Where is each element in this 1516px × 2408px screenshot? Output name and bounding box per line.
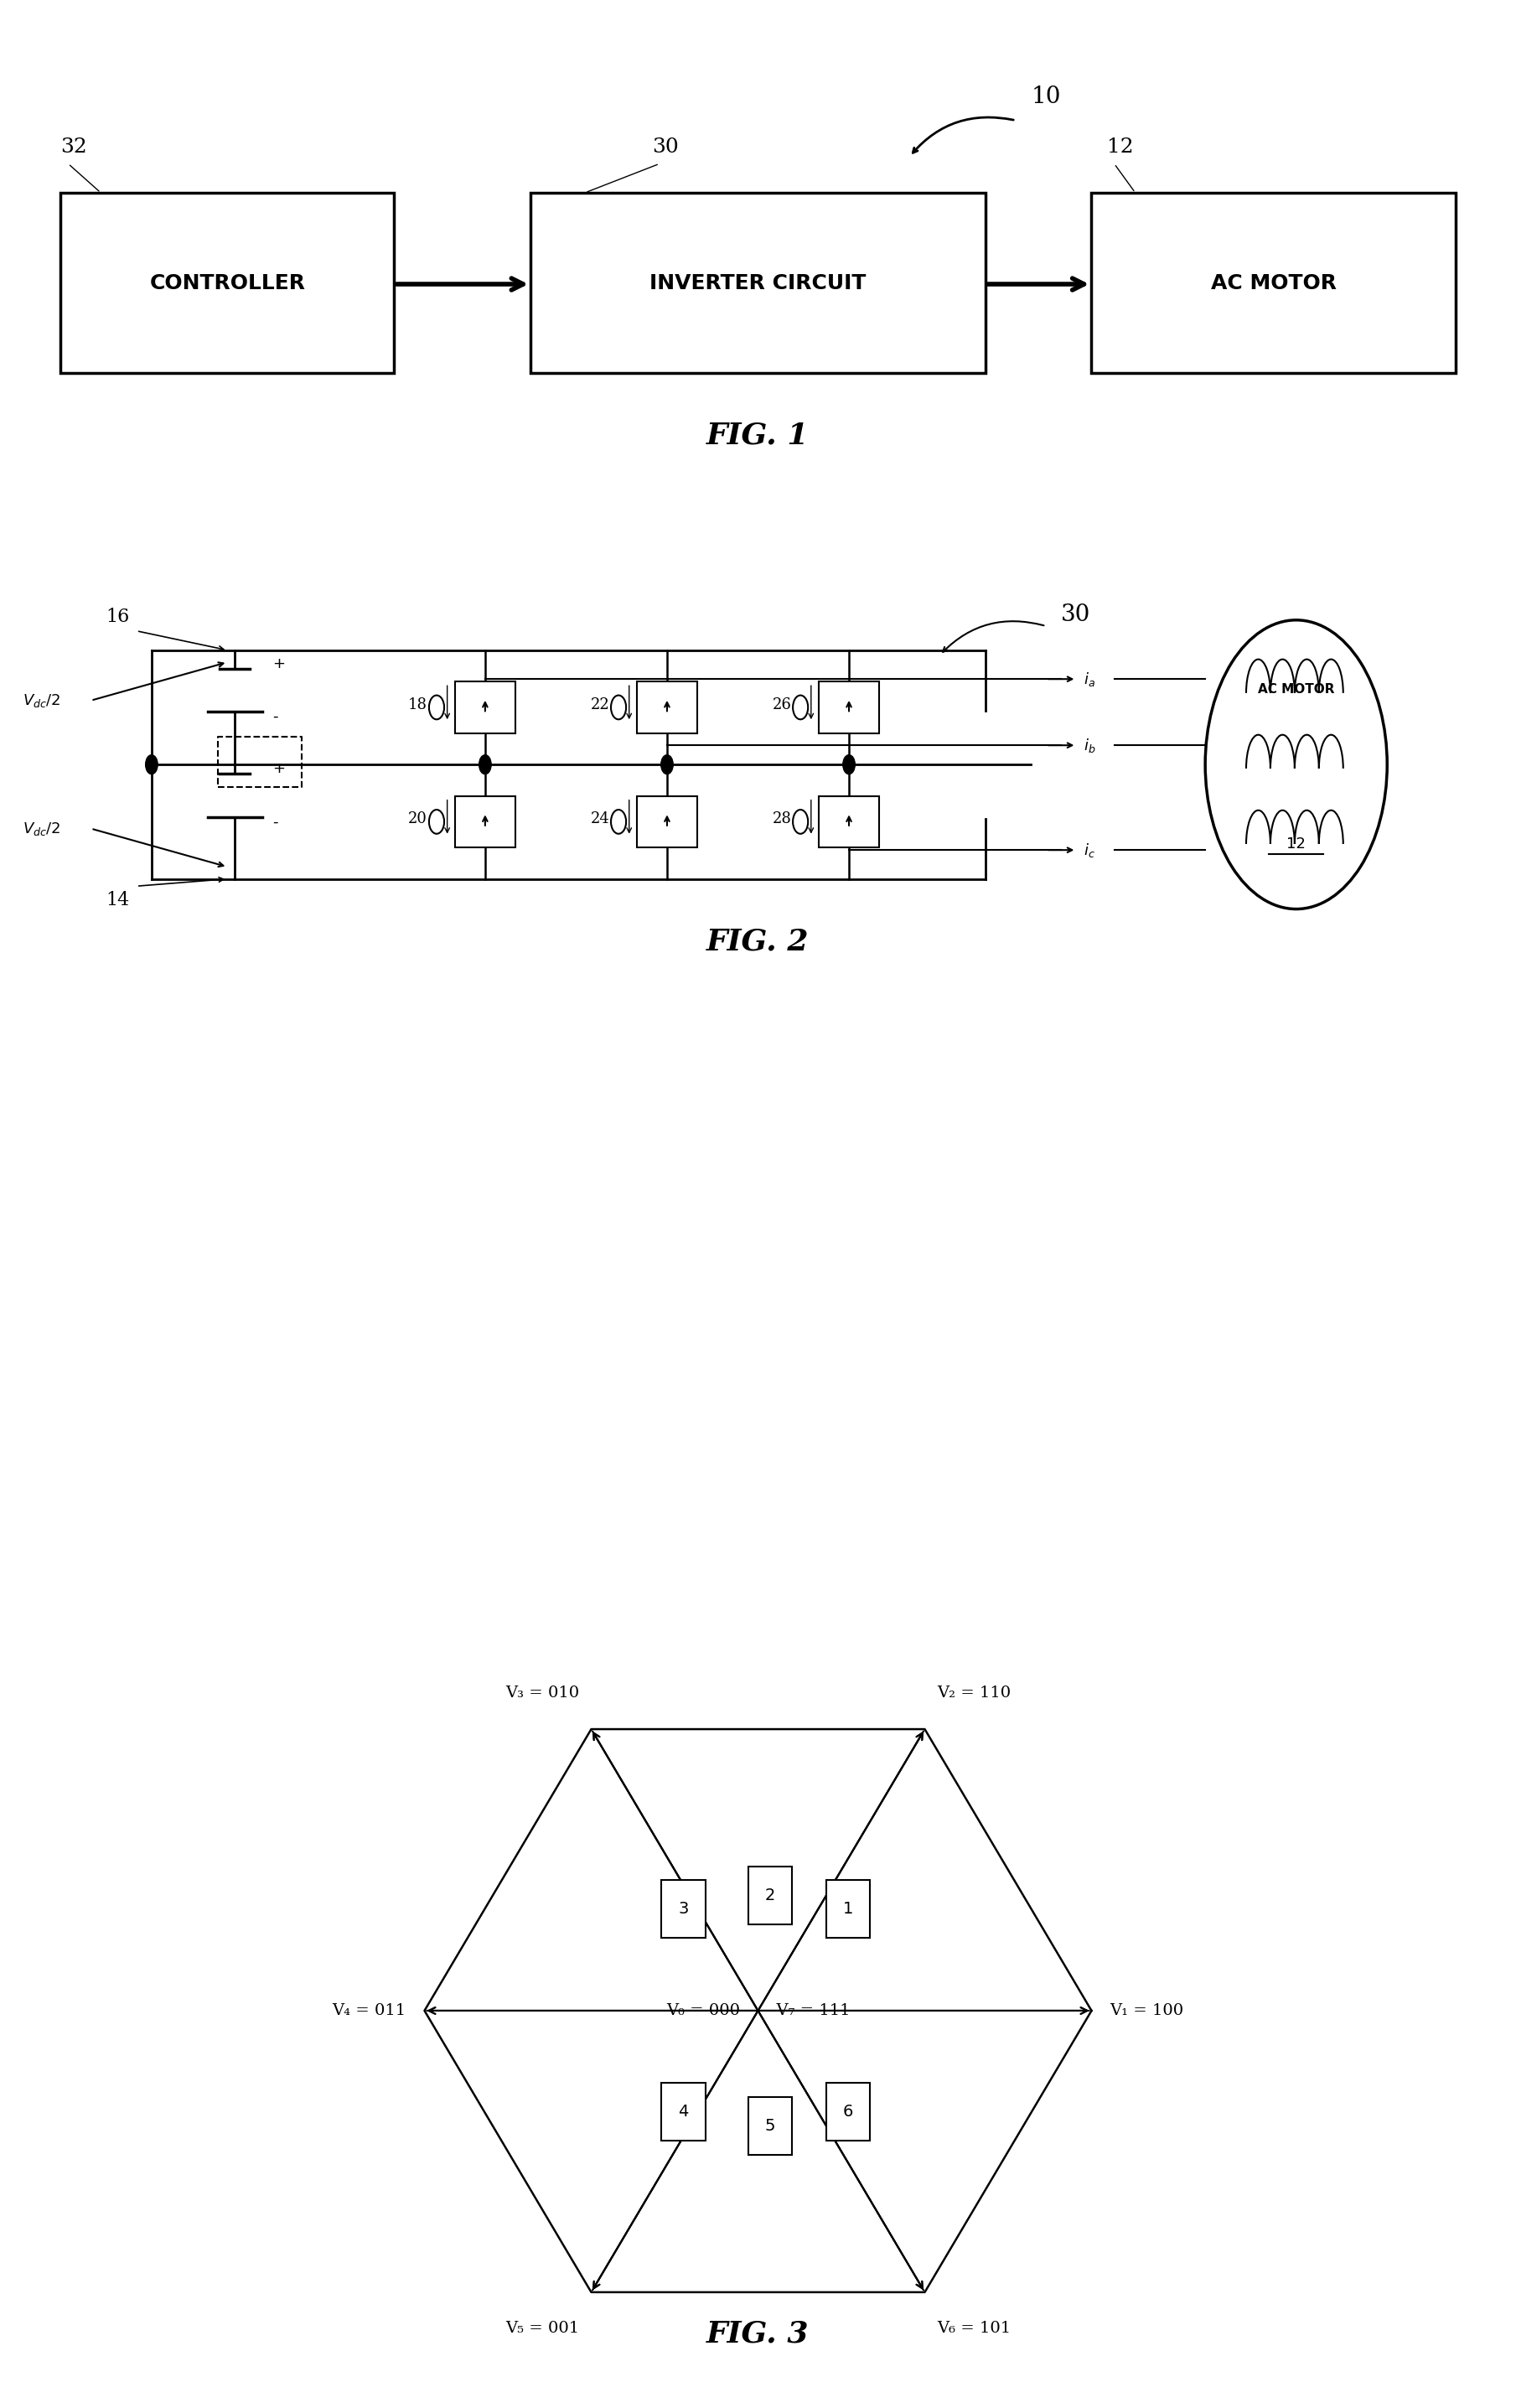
Circle shape	[793, 696, 808, 720]
Text: V₆ = 101: V₆ = 101	[937, 2321, 1011, 2336]
Text: 2: 2	[766, 1888, 775, 1905]
Text: $i_c$: $i_c$	[1084, 840, 1096, 860]
FancyBboxPatch shape	[1092, 193, 1455, 373]
Text: 10: 10	[1031, 87, 1061, 108]
Text: 30: 30	[652, 137, 679, 157]
Text: $i_b$: $i_b$	[1084, 737, 1096, 754]
Text: 16: 16	[106, 607, 130, 626]
Text: -: -	[273, 814, 279, 828]
Circle shape	[843, 756, 855, 773]
FancyBboxPatch shape	[749, 1866, 793, 1924]
Text: V₀ = 000: V₀ = 000	[666, 2003, 750, 2018]
Text: V₄ = 011: V₄ = 011	[332, 2003, 406, 2018]
Text: 12: 12	[1287, 836, 1305, 852]
Text: +: +	[273, 761, 285, 775]
Circle shape	[1205, 619, 1387, 908]
Text: 32: 32	[61, 137, 88, 157]
FancyBboxPatch shape	[661, 2083, 705, 2141]
Text: V₃ = 010: V₃ = 010	[505, 1686, 579, 1700]
FancyBboxPatch shape	[826, 1881, 870, 1938]
Text: 28: 28	[772, 811, 791, 826]
Text: AC MOTOR: AC MOTOR	[1258, 684, 1334, 696]
Text: 14: 14	[106, 891, 130, 910]
Text: 20: 20	[408, 811, 428, 826]
Text: +: +	[273, 657, 285, 672]
Text: $V_{dc}/2$: $V_{dc}/2$	[23, 821, 61, 838]
Text: 12: 12	[1107, 137, 1132, 157]
FancyBboxPatch shape	[819, 681, 879, 732]
Circle shape	[611, 696, 626, 720]
FancyBboxPatch shape	[819, 797, 879, 848]
Text: V₅ = 001: V₅ = 001	[505, 2321, 579, 2336]
Circle shape	[146, 756, 158, 773]
Text: V₁ = 100: V₁ = 100	[1110, 2003, 1184, 2018]
Text: FIG. 2: FIG. 2	[706, 927, 810, 956]
FancyBboxPatch shape	[531, 193, 985, 373]
Text: 3: 3	[678, 1902, 688, 1917]
Text: AC MOTOR: AC MOTOR	[1211, 272, 1336, 294]
Text: $V_{dc}/2$: $V_{dc}/2$	[23, 691, 61, 708]
Circle shape	[429, 696, 444, 720]
FancyBboxPatch shape	[61, 193, 394, 373]
Text: 1: 1	[843, 1902, 854, 1917]
Text: 18: 18	[408, 698, 428, 713]
Text: V₇ = 111: V₇ = 111	[766, 2003, 850, 2018]
Text: INVERTER CIRCUIT: INVERTER CIRCUIT	[650, 272, 866, 294]
FancyBboxPatch shape	[749, 2097, 793, 2155]
Text: V₂ = 110: V₂ = 110	[937, 1686, 1011, 1700]
FancyBboxPatch shape	[455, 797, 515, 848]
FancyBboxPatch shape	[661, 1881, 705, 1938]
Text: FIG. 3: FIG. 3	[706, 2319, 810, 2348]
Circle shape	[611, 809, 626, 833]
FancyBboxPatch shape	[637, 797, 697, 848]
Circle shape	[793, 809, 808, 833]
Text: -: -	[273, 710, 279, 725]
Text: CONTROLLER: CONTROLLER	[150, 272, 305, 294]
Text: 5: 5	[766, 2117, 775, 2133]
Text: 4: 4	[678, 2105, 688, 2119]
Circle shape	[429, 809, 444, 833]
FancyBboxPatch shape	[455, 681, 515, 732]
Text: 22: 22	[590, 698, 609, 713]
Circle shape	[661, 756, 673, 773]
Text: 24: 24	[590, 811, 609, 826]
Text: 26: 26	[772, 698, 791, 713]
Text: $i_a$: $i_a$	[1084, 669, 1096, 689]
FancyBboxPatch shape	[637, 681, 697, 732]
Circle shape	[479, 756, 491, 773]
Text: 30: 30	[1061, 604, 1092, 626]
Text: 6: 6	[843, 2105, 854, 2119]
FancyBboxPatch shape	[826, 2083, 870, 2141]
Text: FIG. 1: FIG. 1	[706, 421, 810, 450]
